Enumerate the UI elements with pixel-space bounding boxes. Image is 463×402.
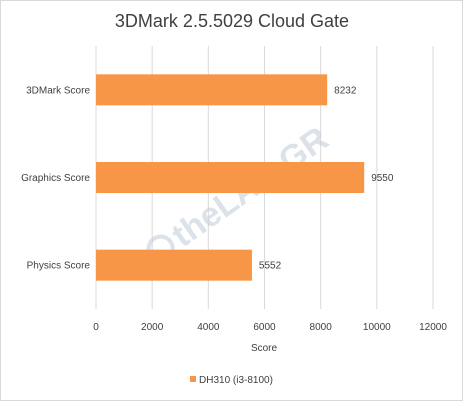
x-tick-labels: 0 2000 4000 6000 8000 10000 12000 [93, 322, 447, 333]
x-axis-title: Score [251, 343, 278, 354]
category-label: Physics Score [27, 261, 91, 272]
x-tick-label: 6000 [253, 322, 276, 333]
bar [96, 162, 365, 193]
watermark-logo: theLAB.GR [146, 120, 335, 263]
data-label: 9550 [371, 173, 394, 184]
x-tick-label: 10000 [363, 322, 391, 333]
chart-title: 3DMark 2.5.5029 Cloud Gate [115, 11, 349, 31]
bars [96, 74, 365, 281]
category-label: 3DMark Score [26, 85, 90, 96]
x-tick-label: 4000 [197, 322, 220, 333]
data-label: 8232 [334, 85, 357, 96]
x-tick-label: 2000 [141, 322, 164, 333]
legend-swatch [190, 376, 196, 382]
legend-label: DH310 (i3-8100) [199, 375, 273, 386]
x-tick-label: 8000 [310, 322, 333, 333]
category-labels: 3DMark Score Graphics Score Physics Score [21, 85, 90, 271]
bar [96, 74, 328, 106]
x-tick-label: 12000 [419, 322, 447, 333]
data-label: 5552 [259, 261, 282, 272]
bar [96, 249, 252, 281]
category-label: Graphics Score [21, 173, 90, 184]
data-labels: 8232 9550 5552 [259, 85, 394, 271]
x-tick-label: 0 [93, 322, 99, 333]
legend: DH310 (i3-8100) [190, 375, 273, 386]
